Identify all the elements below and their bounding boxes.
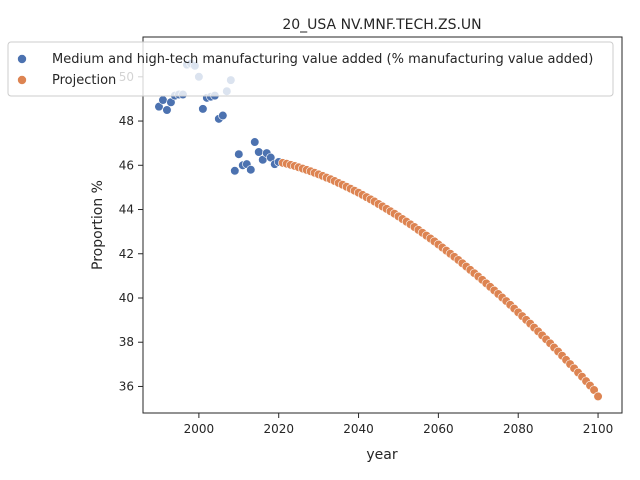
x-tick-label-2000: 2000 xyxy=(184,422,215,436)
y-axis-label: Proportion % xyxy=(90,180,106,270)
observed-point-2018 xyxy=(266,152,276,163)
observed-point-2009 xyxy=(230,166,240,176)
observed-point-2015 xyxy=(254,147,264,157)
y-tick-label-40: 40 xyxy=(119,291,134,305)
y-tick-label-42: 42 xyxy=(119,247,134,261)
observed-point-1993 xyxy=(166,97,176,107)
observed-point-2001 xyxy=(198,104,208,114)
x-tick-label-2060: 2060 xyxy=(423,422,454,436)
legend: Medium and high-tech manufacturing value… xyxy=(7,41,614,97)
y-tick-label-44: 44 xyxy=(119,203,134,217)
legend-label-projection: Projection xyxy=(52,73,116,88)
x-tick-label-2080: 2080 xyxy=(503,422,534,436)
plot-frame xyxy=(142,36,623,414)
chart-title: 20_USA NV.MNF.TECH.ZS.UN xyxy=(282,17,481,33)
x-axis: 2000 2020 2040 2060 2080 2100 xyxy=(184,413,614,436)
points-layer xyxy=(154,58,603,402)
x-tick-label-2020: 2020 xyxy=(263,422,294,436)
observed-point-1990 xyxy=(154,102,164,112)
y-axis: 3638404244464850 xyxy=(119,70,143,393)
y-tick-label-36: 36 xyxy=(119,379,134,393)
y-tick-label-46: 46 xyxy=(119,158,134,172)
legend-label-medium-high-tech: Medium and high-tech manufacturing value… xyxy=(52,52,593,67)
observed-point-2006 xyxy=(218,110,228,121)
y-tick-label-48: 48 xyxy=(119,114,134,128)
legend-box xyxy=(7,41,614,97)
observed-point-1992 xyxy=(162,105,172,115)
y-tick-label-38: 38 xyxy=(119,335,134,349)
observed-point-2013 xyxy=(246,165,256,175)
x-axis-label: year xyxy=(366,447,397,463)
legend-marker-projection xyxy=(17,75,27,85)
observed-point-2010 xyxy=(234,149,244,159)
x-tick-label-2100: 2100 xyxy=(583,422,614,436)
legend-marker-medium-high-tech xyxy=(17,54,27,64)
observed-point-1991 xyxy=(158,95,168,105)
x-tick-label-2040: 2040 xyxy=(343,422,374,436)
observed-point-2014 xyxy=(250,137,260,147)
projection-point-2100 xyxy=(593,391,603,402)
